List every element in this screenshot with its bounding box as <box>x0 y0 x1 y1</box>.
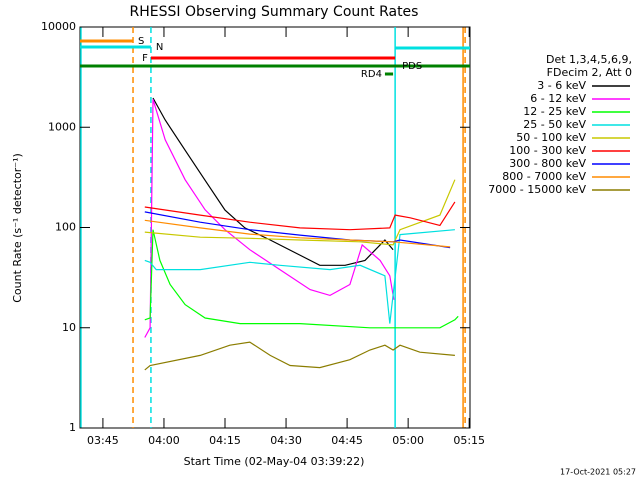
legend-label: 800 - 7000 keV <box>502 170 586 183</box>
state-label: PDS <box>402 61 422 72</box>
x-tick-label: 05:00 <box>392 434 424 447</box>
y-axis-label: Count Rate (s⁻¹ detector⁻¹) <box>11 153 24 303</box>
series-line <box>144 219 451 248</box>
series-line <box>152 97 394 266</box>
series-line <box>144 229 455 324</box>
state-label: RD4 <box>361 69 382 80</box>
legend-header: FDecim 2, Att 0 <box>547 66 632 79</box>
legend-label: 50 - 100 keV <box>516 131 586 144</box>
chart-title: RHESSI Observing Summary Count Rates <box>130 4 419 20</box>
state-label: F <box>142 53 148 64</box>
legend-label: 25 - 50 keV <box>523 118 586 131</box>
plot-frame <box>79 26 471 429</box>
x-tick-label: 05:15 <box>453 434 485 447</box>
x-tick-label: 04:45 <box>331 434 363 447</box>
y-tick-label: 1 <box>69 421 76 434</box>
x-tick-label: 04:00 <box>148 434 180 447</box>
series-line <box>144 179 456 246</box>
series-line <box>144 211 451 249</box>
footer: 17-Oct-2021 05:27 <box>560 468 636 477</box>
series-line <box>144 99 395 338</box>
series-line <box>144 341 455 371</box>
state-label: N <box>156 42 163 53</box>
y-tick-label: 1000 <box>48 120 76 133</box>
series-line <box>144 229 459 329</box>
state-label: S <box>138 36 144 47</box>
legend-label: 7000 - 15000 keV <box>488 183 586 196</box>
legend-label: 6 - 12 keV <box>530 92 586 105</box>
y-tick-label: 10 <box>62 321 76 334</box>
y-tick-label: 100 <box>55 221 76 234</box>
legend-header: Det 1,3,4,5,6,9, <box>546 53 632 66</box>
x-axis-label: Start Time (02-May-04 03:39:22) <box>184 455 365 468</box>
y-tick-label: 10000 <box>41 20 76 33</box>
legend-label: 3 - 6 keV <box>537 79 586 92</box>
legend-label: 300 - 800 keV <box>509 157 586 170</box>
legend-label: 12 - 25 keV <box>523 105 586 118</box>
plot-area <box>80 27 466 428</box>
x-tick-label: 04:30 <box>270 434 302 447</box>
legend-label: 100 - 300 keV <box>509 144 586 157</box>
x-tick-label: 04:15 <box>209 434 241 447</box>
x-tick-label: 03:45 <box>87 434 119 447</box>
series-line <box>144 201 456 231</box>
